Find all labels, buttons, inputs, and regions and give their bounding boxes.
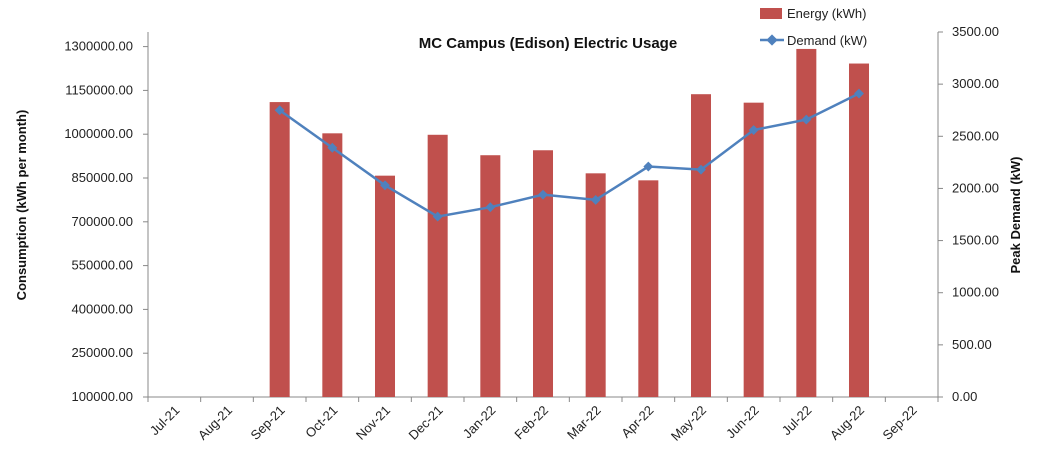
demand-point — [485, 202, 496, 213]
y2-tick-label: 1000.00 — [952, 285, 999, 300]
y2-tick-label: 2000.00 — [952, 180, 999, 195]
x-tick-label: Oct-21 — [302, 403, 340, 441]
demand-point — [854, 88, 864, 99]
x-tick-label: May-22 — [668, 403, 709, 444]
x-tick-label: Jun-22 — [723, 403, 762, 442]
demand-point — [538, 189, 548, 200]
y-tick-label: 100000.00 — [72, 389, 133, 404]
y-tick-label: 550000.00 — [72, 258, 133, 273]
demand-point — [801, 114, 812, 125]
y-tick-label: 1150000.00 — [65, 82, 133, 97]
legend-swatch-energy — [760, 8, 782, 19]
demand-series-line — [278, 92, 860, 218]
bar-energy — [532, 150, 554, 397]
legend-swatch-demand-marker — [766, 34, 778, 46]
x-tick-label: Sep-21 — [248, 403, 288, 443]
x-tick-label: Mar-22 — [564, 403, 604, 443]
y-tick-label: 850000.00 — [72, 170, 133, 185]
chart-title: MC Campus (Edison) Electric Usage — [419, 35, 677, 52]
demand-point — [327, 142, 338, 153]
demand-point — [643, 161, 654, 172]
y-axis-label: Consumption (kWh per month) — [14, 110, 29, 301]
y-tick-label: 400000.00 — [72, 301, 133, 316]
bar-energy — [269, 102, 290, 397]
demand-point — [748, 125, 759, 135]
x-tick-label: Aug-22 — [827, 403, 867, 443]
demand-point — [432, 211, 443, 222]
y2-tick-label: 3000.00 — [952, 76, 999, 91]
y2-axis-label: Peak Demand (kW) — [1008, 156, 1023, 273]
y-tick-label: 250000.00 — [72, 345, 133, 360]
x-tick-label: Apr-22 — [618, 403, 656, 441]
legend-label-energy: Energy (kWh) — [787, 6, 866, 21]
bar-energy — [796, 48, 817, 397]
demand-point — [380, 180, 390, 191]
y2-tick-label: 3500.00 — [952, 24, 999, 39]
y2-tick-label: 2500.00 — [952, 128, 999, 143]
y2-tick-label: 1500.00 — [952, 233, 999, 248]
x-tick-label: Jul-22 — [779, 403, 815, 439]
x-tick-label: Jul-21 — [147, 403, 183, 439]
bar-energy — [427, 134, 448, 397]
legend-label-demand: Demand (kW) — [787, 33, 867, 48]
y-tick-label: 1300000.00 — [64, 39, 133, 54]
bar-energy — [690, 94, 712, 398]
demand-point — [696, 164, 706, 175]
demand-line — [274, 88, 864, 222]
bar-energy — [848, 63, 870, 397]
y2-tick-label: 500.00 — [952, 337, 992, 352]
demand-point — [590, 194, 601, 205]
legend: Energy (kWh) Demand (kW) — [760, 6, 867, 48]
y-tick-label: 1000000.00 — [64, 126, 133, 141]
bar-energy — [638, 180, 659, 397]
energy-bars — [269, 48, 870, 398]
bar-energy — [585, 173, 606, 397]
x-tick-label: Nov-21 — [353, 403, 393, 443]
x-tick-label: Dec-21 — [406, 403, 446, 443]
x-tick-label: Sep-22 — [880, 403, 920, 443]
x-tick-label: Jan-22 — [460, 403, 499, 442]
bar-energy — [322, 133, 343, 397]
bar-energy — [480, 155, 501, 397]
y2-tick-label: 0.00 — [952, 389, 977, 404]
bar-energy — [743, 102, 764, 397]
y-tick-label: 700000.00 — [72, 214, 133, 229]
x-tick-label: Feb-22 — [511, 403, 551, 443]
bar-energy — [374, 175, 396, 397]
x-tick-label: Aug-21 — [195, 403, 235, 443]
